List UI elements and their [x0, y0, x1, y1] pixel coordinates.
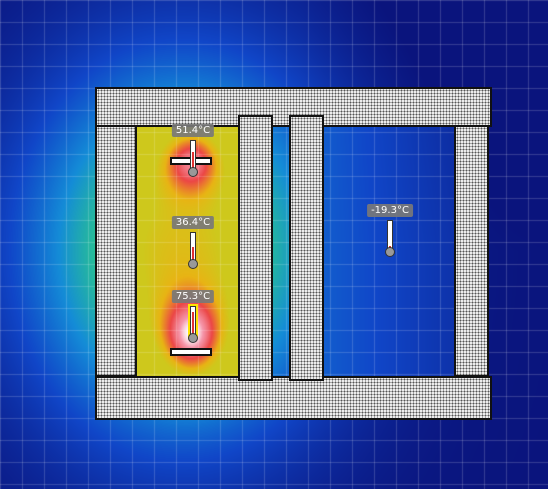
thermometer-icon	[188, 304, 198, 338]
thermometer-2-fill	[192, 247, 194, 261]
thermometer-icon	[387, 220, 393, 250]
right-wall[interactable]	[454, 125, 489, 377]
thermometer-icon	[190, 140, 196, 170]
center-partition-right[interactable]	[289, 115, 324, 381]
thermometer-bulb	[188, 259, 198, 269]
thermometer-1-reading: 51.4°C	[171, 124, 215, 137]
thermometer-2-reading: 36.4°C	[171, 216, 215, 229]
thermometer-4[interactable]: -19.3°C	[355, 204, 425, 264]
thermometer-2[interactable]: 36.4°C	[158, 216, 228, 276]
thermometer-4-reading: -19.3°C	[367, 204, 413, 217]
thermometer-1[interactable]: 51.4°C	[158, 124, 228, 184]
top-wall[interactable]	[95, 87, 492, 127]
thermometer-3-reading: 75.3°C	[171, 290, 215, 303]
thermometer-bulb	[385, 247, 395, 257]
bottom-wall[interactable]	[95, 376, 492, 420]
thermometer-1-fill	[192, 151, 194, 169]
left-wall[interactable]	[95, 125, 137, 377]
thermometer-3[interactable]: 75.3°C	[158, 290, 228, 350]
heater-lower[interactable]	[170, 348, 212, 356]
thermometer-bulb	[188, 167, 198, 177]
thermometer-bulb	[188, 333, 198, 343]
center-partition-left[interactable]	[238, 115, 273, 381]
thermometer-3-fill	[192, 312, 194, 335]
thermometer-icon	[190, 232, 196, 262]
